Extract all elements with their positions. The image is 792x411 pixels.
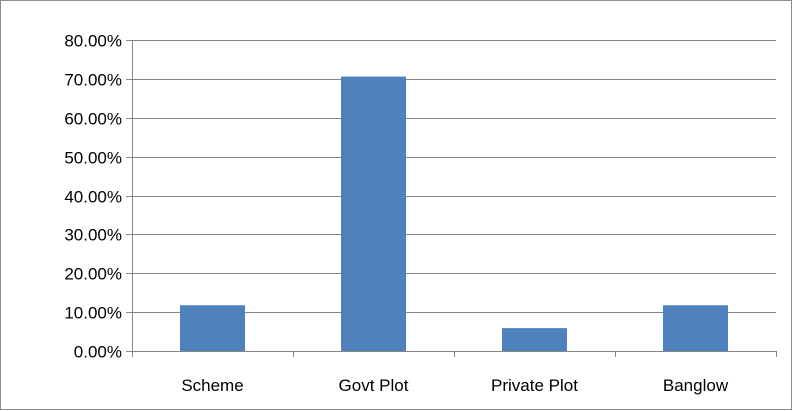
y-tick-label: 10.00% [64,304,122,323]
y-tick-label: 20.00% [64,265,122,284]
bar-private-plot [502,328,567,351]
x-category-label: Govt Plot [339,376,409,395]
bar-scheme [180,305,245,351]
y-tick-label: 40.00% [64,188,122,207]
bar-banglow [663,305,728,351]
x-category-label: Private Plot [491,376,578,395]
y-tick-label: 60.00% [64,110,122,129]
y-tick-label: 30.00% [64,226,122,245]
y-tick-label: 0.00% [74,343,122,362]
x-category-label: Banglow [663,376,729,395]
y-tick-label: 50.00% [64,149,122,168]
y-tick-label: 70.00% [64,71,122,90]
x-category-label: Scheme [181,376,243,395]
y-tick-label: 80.00% [64,32,122,51]
bar-govt-plot [341,76,406,352]
